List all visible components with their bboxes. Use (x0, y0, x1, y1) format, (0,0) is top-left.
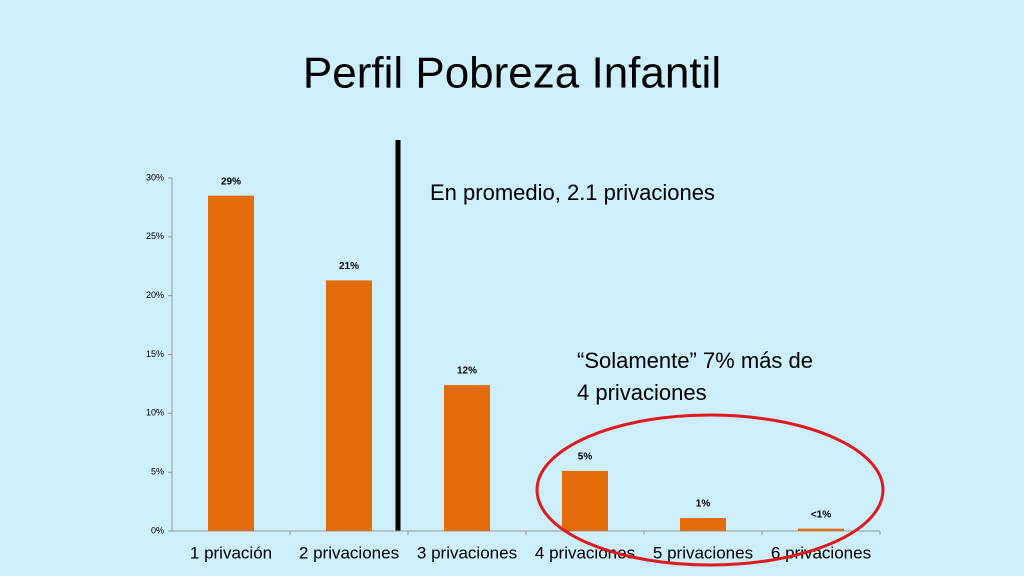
bar (798, 528, 844, 531)
x-tick-label: 2 privaciones (299, 543, 399, 562)
x-tick-label: 5 privaciones (653, 543, 753, 562)
value-label: 21% (339, 261, 359, 272)
bar (326, 280, 372, 531)
value-label: <1% (811, 509, 831, 520)
value-label: 29% (221, 176, 241, 187)
value-label: 5% (578, 452, 593, 463)
value-label: 12% (457, 366, 477, 377)
y-tick-label: 25% (146, 231, 164, 241)
annotation: 4 privaciones (577, 380, 707, 405)
y-tick-label: 15% (146, 349, 164, 359)
x-tick-label: 3 privaciones (417, 543, 517, 562)
y-tick-label: 30% (146, 172, 164, 182)
bar (680, 518, 726, 531)
chart-title: Perfil Pobreza Infantil (303, 49, 721, 98)
bar (208, 195, 254, 531)
y-tick-label: 5% (151, 467, 164, 477)
y-tick-label: 0% (151, 525, 164, 535)
y-tick-label: 20% (146, 290, 164, 300)
x-tick-label: 4 privaciones (535, 543, 635, 562)
annotation: “Solamente” 7% más de (577, 348, 813, 373)
annotation: En promedio, 2.1 privaciones (430, 180, 715, 205)
x-tick-label: 1 privación (190, 543, 272, 562)
highlight-ellipse (535, 413, 885, 567)
x-tick-label: 6 privaciones (771, 543, 871, 562)
bar (444, 385, 490, 531)
bar (562, 470, 608, 531)
y-tick-label: 10% (146, 408, 164, 418)
value-label: 1% (696, 499, 711, 510)
